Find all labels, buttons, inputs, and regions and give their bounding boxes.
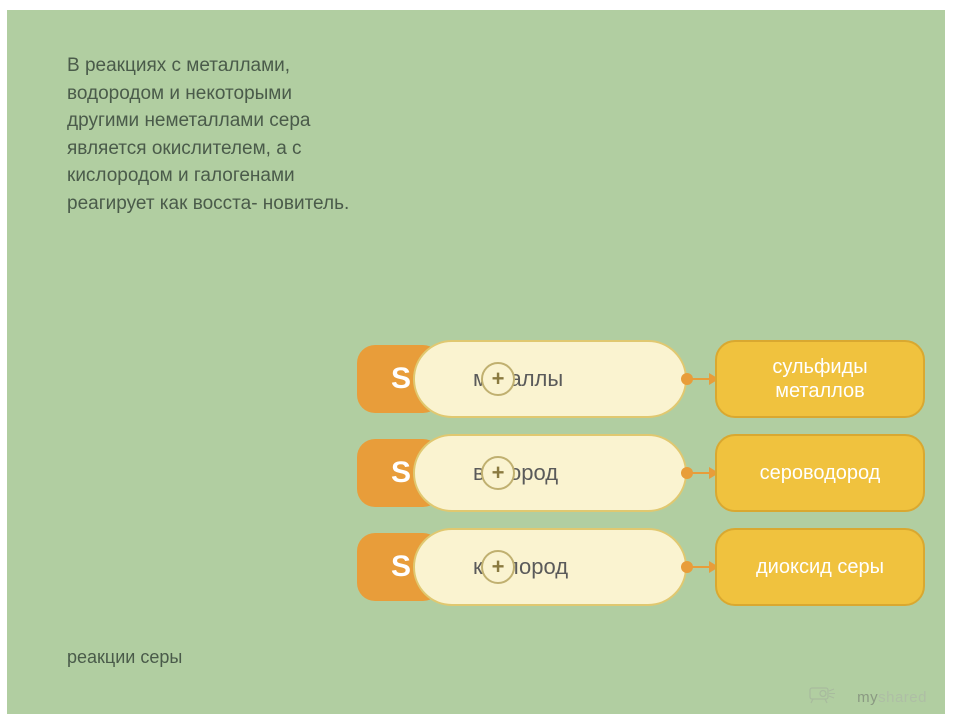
product-box: диоксид серы [715, 528, 925, 606]
reactant-box: + металлы [413, 340, 687, 418]
arrow-icon [687, 472, 717, 474]
projector-icon [809, 684, 835, 704]
plus-icon: + [481, 456, 515, 490]
plus-icon: + [481, 362, 515, 396]
product-box: сульфиды металлов [715, 340, 925, 418]
reactant-box: + водород [413, 434, 687, 512]
reaction-row: S + металлы сульфиды металлов [357, 340, 932, 418]
watermark: myshared [857, 689, 927, 706]
watermark-right: shared [878, 689, 927, 706]
arrow-icon [687, 378, 717, 380]
reaction-diagram: S + металлы сульфиды металлов S + водоро… [357, 340, 932, 622]
description-text: В реакциях с металлами, водородом и неко… [67, 52, 367, 217]
reaction-row: S + водород сероводород [357, 434, 932, 512]
arrow-icon [687, 566, 717, 568]
caption-text: реакции серы [67, 647, 182, 668]
slide: В реакциях с металлами, водородом и неко… [7, 10, 945, 714]
reactant-box: + кислород [413, 528, 687, 606]
product-box: сероводород [715, 434, 925, 512]
plus-icon: + [481, 550, 515, 584]
watermark-left: my [857, 689, 878, 706]
reaction-row: S + кислород диоксид серы [357, 528, 932, 606]
